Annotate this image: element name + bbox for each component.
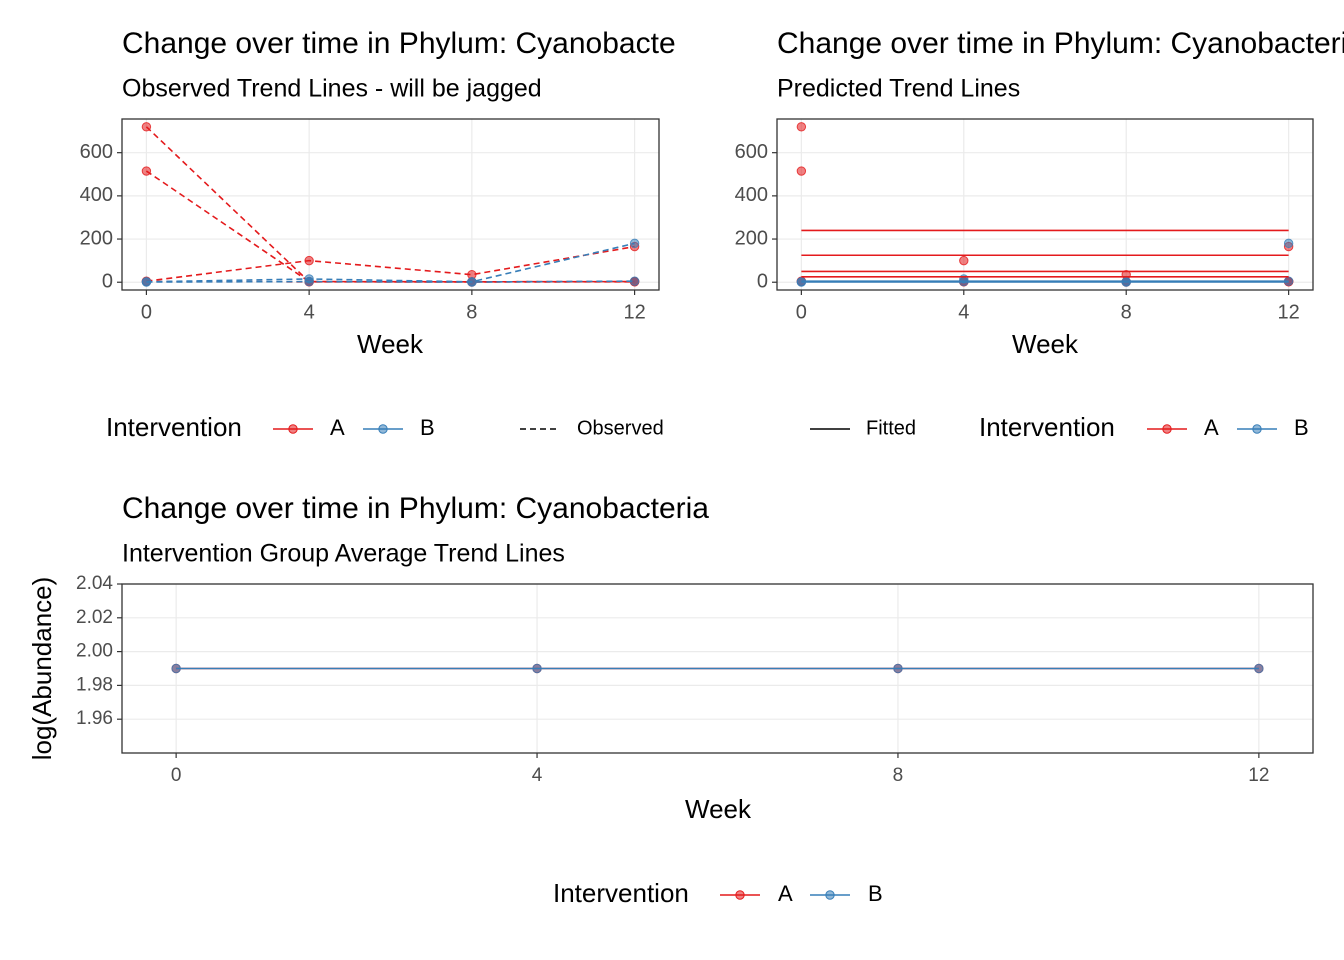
y-tick-label: 1.96 [76,708,113,729]
data-point [304,276,314,287]
y-tick-label: 200 [80,227,113,249]
y-tick-label: 1.98 [76,674,113,695]
series-line [146,245,635,282]
legend-label: A [1204,415,1219,440]
y-tick-label: 2.02 [76,607,113,628]
chart-subtitle: Observed Trend Lines - will be jagged [122,75,542,103]
data-point [141,277,152,287]
y-axis-label: log(Abundance) [27,577,57,761]
panel-border [121,583,1314,754]
x-tick-label: 8 [893,765,904,786]
data-point [893,663,903,674]
x-tick-label: 12 [1248,765,1269,786]
y-tick-label: 0 [102,271,113,293]
legend-key-point [288,424,298,434]
data-point [532,663,542,674]
legend-label: A [330,415,345,440]
data-point [304,255,314,266]
y-tick-label: 2.00 [76,641,113,662]
legend-title: Intervention [979,412,1115,442]
chart-panel: Change over time in Phylum: Cyanobacteri… [80,27,709,442]
data-point [796,122,807,132]
y-tick-label: 2.04 [76,573,113,594]
legend-key-point [1252,424,1262,434]
panel-background [777,119,1313,290]
legend-key-point [735,890,745,900]
legend-label: B [868,881,883,906]
data-point [959,255,969,266]
legend-label: A [778,881,793,906]
chart-panel: Change over time in Phylum: Cyanobacteri… [735,27,1344,442]
chart-title: Change over time in Phylum: Cyanobacteri… [122,27,709,60]
data-point [141,122,152,132]
x-axis-label: Week [1012,329,1079,359]
panel-background [122,119,659,290]
legend-label: B [420,415,435,440]
data-point [141,166,152,176]
y-tick-label: 400 [735,184,768,206]
data-point [796,166,807,176]
chart-panel: Change over time in Phylum: Cyanobacteri… [27,492,1314,908]
data-point [629,276,640,286]
series-line [146,280,635,283]
data-point [1283,238,1294,249]
legend-key-point [1162,424,1172,434]
x-tick-label: 0 [141,301,152,323]
data-point [467,277,477,287]
x-tick-label: 8 [466,301,477,323]
data-point [171,663,181,674]
x-tick-label: 0 [171,765,182,786]
y-tick-label: 200 [735,227,768,249]
legend-label: B [1294,415,1309,440]
x-tick-label: 4 [532,765,543,786]
x-tick-label: 12 [623,301,645,323]
chart-title: Change over time in Phylum: Cyanobacteri… [122,492,709,525]
legend-title: Intervention [106,412,242,442]
y-tick-label: 400 [80,184,113,206]
series-line [145,170,635,283]
series-line [146,242,635,283]
y-tick-label: 600 [735,141,768,163]
x-tick-label: 4 [958,301,969,323]
chart-title: Change over time in Phylum: Cyanobacteri… [777,27,1344,60]
series-line [145,126,635,283]
x-axis-label: Week [685,794,752,824]
x-tick-label: 12 [1278,301,1300,323]
x-tick-label: 8 [1121,301,1132,323]
legend-key-point [378,424,388,434]
y-tick-label: 600 [80,141,113,163]
data-point [629,238,640,249]
panel-border [776,118,1314,291]
chart-subtitle: Predicted Trend Lines [777,75,1020,103]
legend-title: Intervention [553,878,689,908]
legend-label: Observed [577,417,664,439]
y-tick-label: 0 [757,271,768,293]
legend-key-point [825,890,835,900]
chart-subtitle: Intervention Group Average Trend Lines [122,540,565,568]
x-axis-label: Week [357,329,424,359]
x-tick-label: 4 [304,301,315,323]
x-tick-label: 0 [796,301,807,323]
panel-border [121,118,660,291]
data-point [1254,663,1264,674]
legend-label: Fitted [866,417,916,439]
